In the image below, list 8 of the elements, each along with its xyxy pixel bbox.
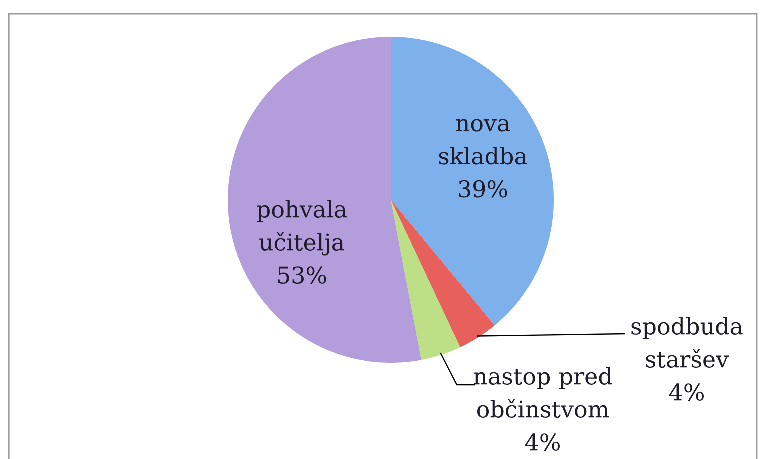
slice-label: pohvala učitelja xyxy=(257,200,347,256)
data-label: 4% xyxy=(525,434,560,452)
slice-label: nastop pred občinstvom xyxy=(474,367,612,418)
data-label: 53% xyxy=(278,266,326,284)
slice-label: spodbuda staršev xyxy=(632,317,743,368)
data-label: 4% xyxy=(669,384,704,402)
data-label: 39% xyxy=(459,180,508,198)
slice-label: nova skladba xyxy=(439,119,528,165)
